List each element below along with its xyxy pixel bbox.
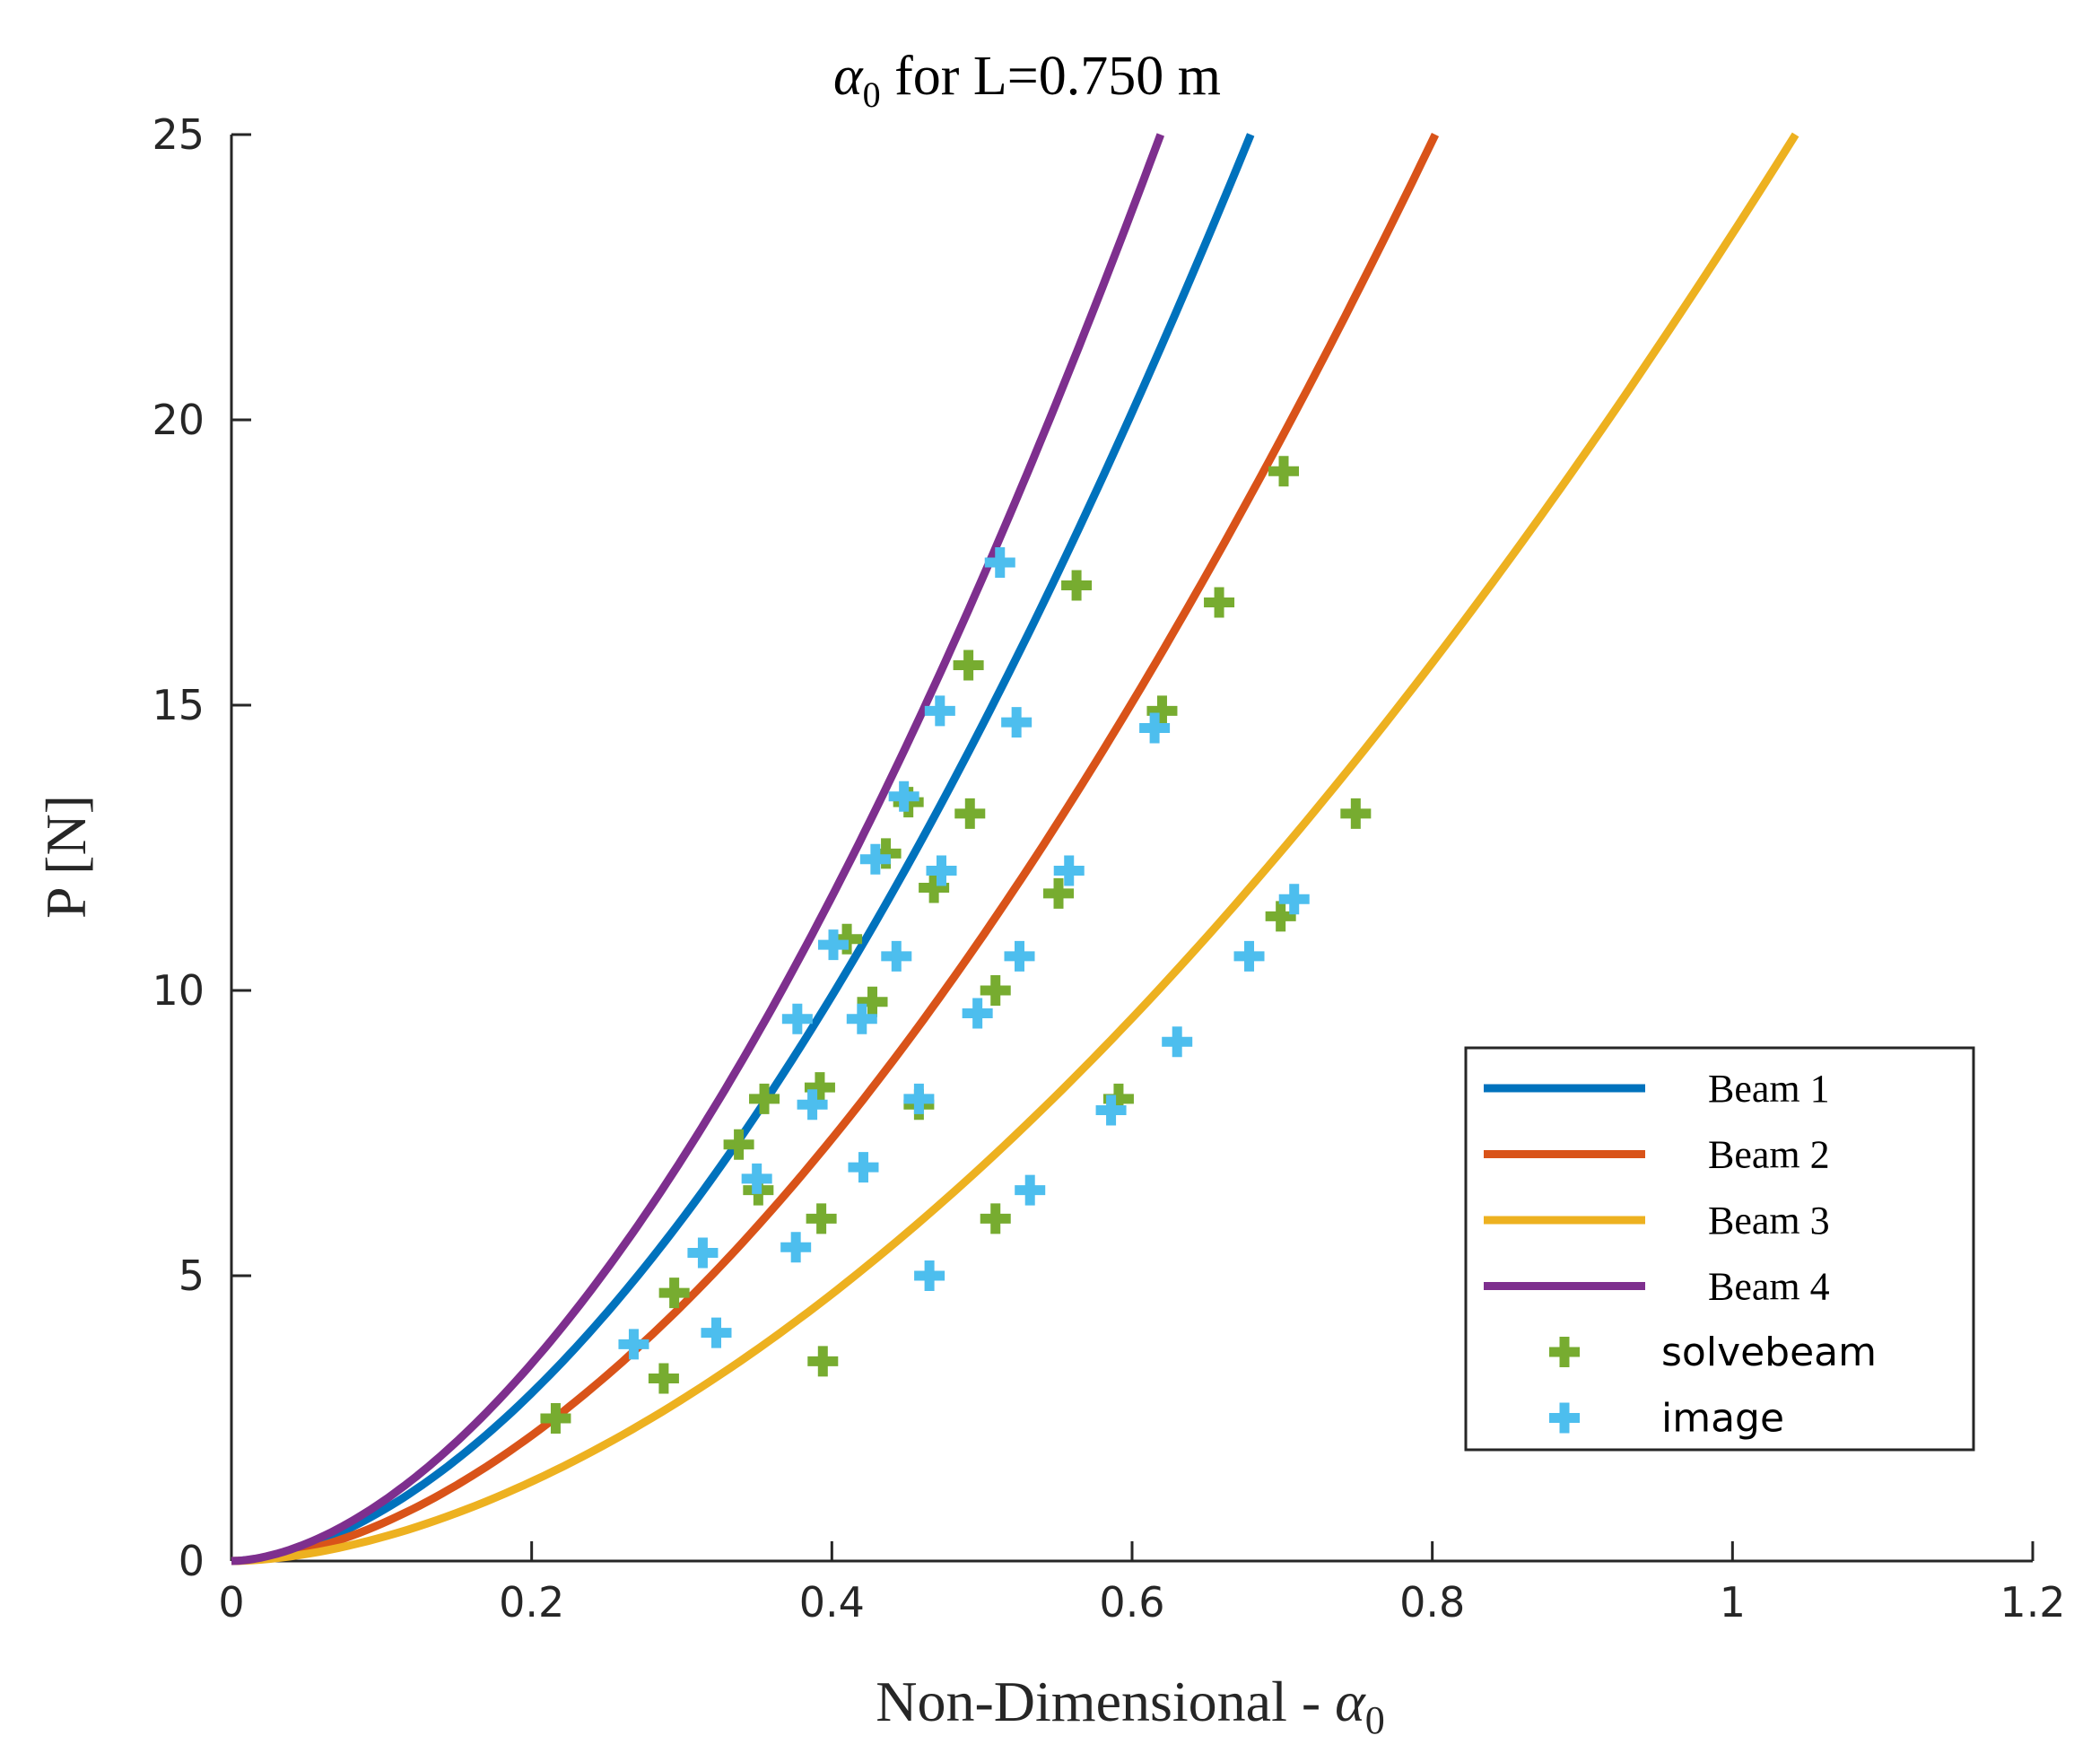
legend-label: Beam 2: [1708, 1133, 1830, 1177]
series-markers: [540, 456, 1372, 1434]
legend-box: [1464, 1046, 1975, 1452]
chart-title: α0 for L=0.750 m: [833, 46, 1221, 115]
x-tick-label: 1.2: [2000, 1578, 2065, 1627]
marker-solvebeam: [1265, 901, 1296, 932]
marker-image: [780, 1232, 812, 1263]
series-line-beam-4: [231, 133, 1165, 1565]
marker-image: [701, 1317, 732, 1348]
marker-image: [848, 1152, 879, 1183]
legend-label: Beam 3: [1708, 1199, 1830, 1243]
y-tick-label: 25: [152, 110, 205, 159]
marker-image: [1015, 1174, 1046, 1206]
marker-solvebeam: [954, 798, 986, 829]
marker-image: [846, 1003, 877, 1034]
y-axis-title: P [N]: [34, 795, 98, 919]
legend-swatch-image: [1549, 1402, 1580, 1434]
x-tick-label: 1: [1720, 1578, 1746, 1627]
marker-image: [1278, 884, 1310, 915]
marker-image: [1095, 1095, 1127, 1126]
legend-label: image: [1661, 1396, 1784, 1442]
y-tick-label: 15: [152, 681, 205, 729]
marker-image: [984, 547, 1015, 578]
marker-image: [797, 1089, 828, 1121]
marker-solvebeam: [540, 1403, 571, 1434]
marker-solvebeam: [648, 1363, 679, 1394]
marker-solvebeam: [1268, 456, 1300, 487]
x-tick-label: 0.4: [799, 1578, 865, 1627]
marker-image: [1139, 712, 1171, 744]
y-tick-label: 0: [179, 1537, 205, 1585]
legend-label: solvebeam: [1661, 1330, 1877, 1375]
marker-solvebeam: [723, 1129, 754, 1160]
marker-solvebeam: [749, 1083, 780, 1114]
marker-image: [618, 1329, 649, 1360]
marker-image: [741, 1163, 772, 1194]
marker-image: [1233, 940, 1265, 972]
marker-solvebeam: [919, 872, 950, 903]
marker-image: [903, 1083, 935, 1114]
y-tick-label: 20: [152, 396, 205, 444]
marker-image: [926, 855, 957, 886]
marker-solvebeam: [1340, 798, 1372, 829]
marker-solvebeam: [953, 650, 984, 681]
y-tick-label: 10: [152, 966, 205, 1015]
marker-image: [881, 940, 912, 972]
marker-solvebeam: [1146, 695, 1178, 727]
series-line-beam-3: [231, 132, 1799, 1565]
marker-image: [818, 929, 850, 961]
marker-solvebeam: [807, 1346, 839, 1377]
marker-solvebeam: [980, 975, 1011, 1006]
marker-solvebeam: [658, 1278, 690, 1309]
x-tick-label: 0: [218, 1578, 244, 1627]
marker-image: [781, 1003, 813, 1034]
marker-solvebeam: [1204, 587, 1235, 618]
series-line-beam-2: [231, 133, 1440, 1565]
legend-label: Beam 1: [1708, 1067, 1830, 1111]
x-axis-title: Non-Dimensional - α0: [876, 1670, 1385, 1742]
x-tick-label: 0.6: [1099, 1578, 1164, 1627]
marker-solvebeam: [804, 1072, 835, 1103]
marker-solvebeam: [1061, 570, 1093, 601]
marker-image: [1001, 707, 1033, 738]
marker-image: [687, 1237, 719, 1269]
y-tick-label: 5: [179, 1252, 205, 1300]
marker-image: [1053, 855, 1085, 886]
marker-image: [962, 998, 993, 1029]
legend-label: Beam 4: [1708, 1265, 1830, 1309]
x-axis: 0 0.2 0.4 0.6 0.8 1 1.2: [218, 1541, 2066, 1627]
marker-image: [914, 1260, 945, 1291]
x-tick-label: 0.2: [499, 1578, 564, 1627]
marker-solvebeam: [1043, 877, 1075, 909]
marker-image: [924, 695, 955, 727]
marker-image: [888, 781, 919, 812]
x-tick-label: 0.8: [1399, 1578, 1465, 1627]
marker-image: [1162, 1026, 1193, 1058]
marker-solvebeam: [806, 1203, 837, 1234]
marker-image: [1004, 940, 1035, 972]
marker-image: [859, 843, 891, 875]
marker-solvebeam: [857, 986, 888, 1017]
legend: Beam 1 Beam 2 Beam 3 Beam 4 solvebeam image: [1464, 1046, 1975, 1452]
legend-swatch-solvebeam: [1549, 1337, 1580, 1367]
marker-solvebeam: [980, 1203, 1011, 1234]
y-axis: 0 5 10 15 20 25: [152, 110, 251, 1585]
